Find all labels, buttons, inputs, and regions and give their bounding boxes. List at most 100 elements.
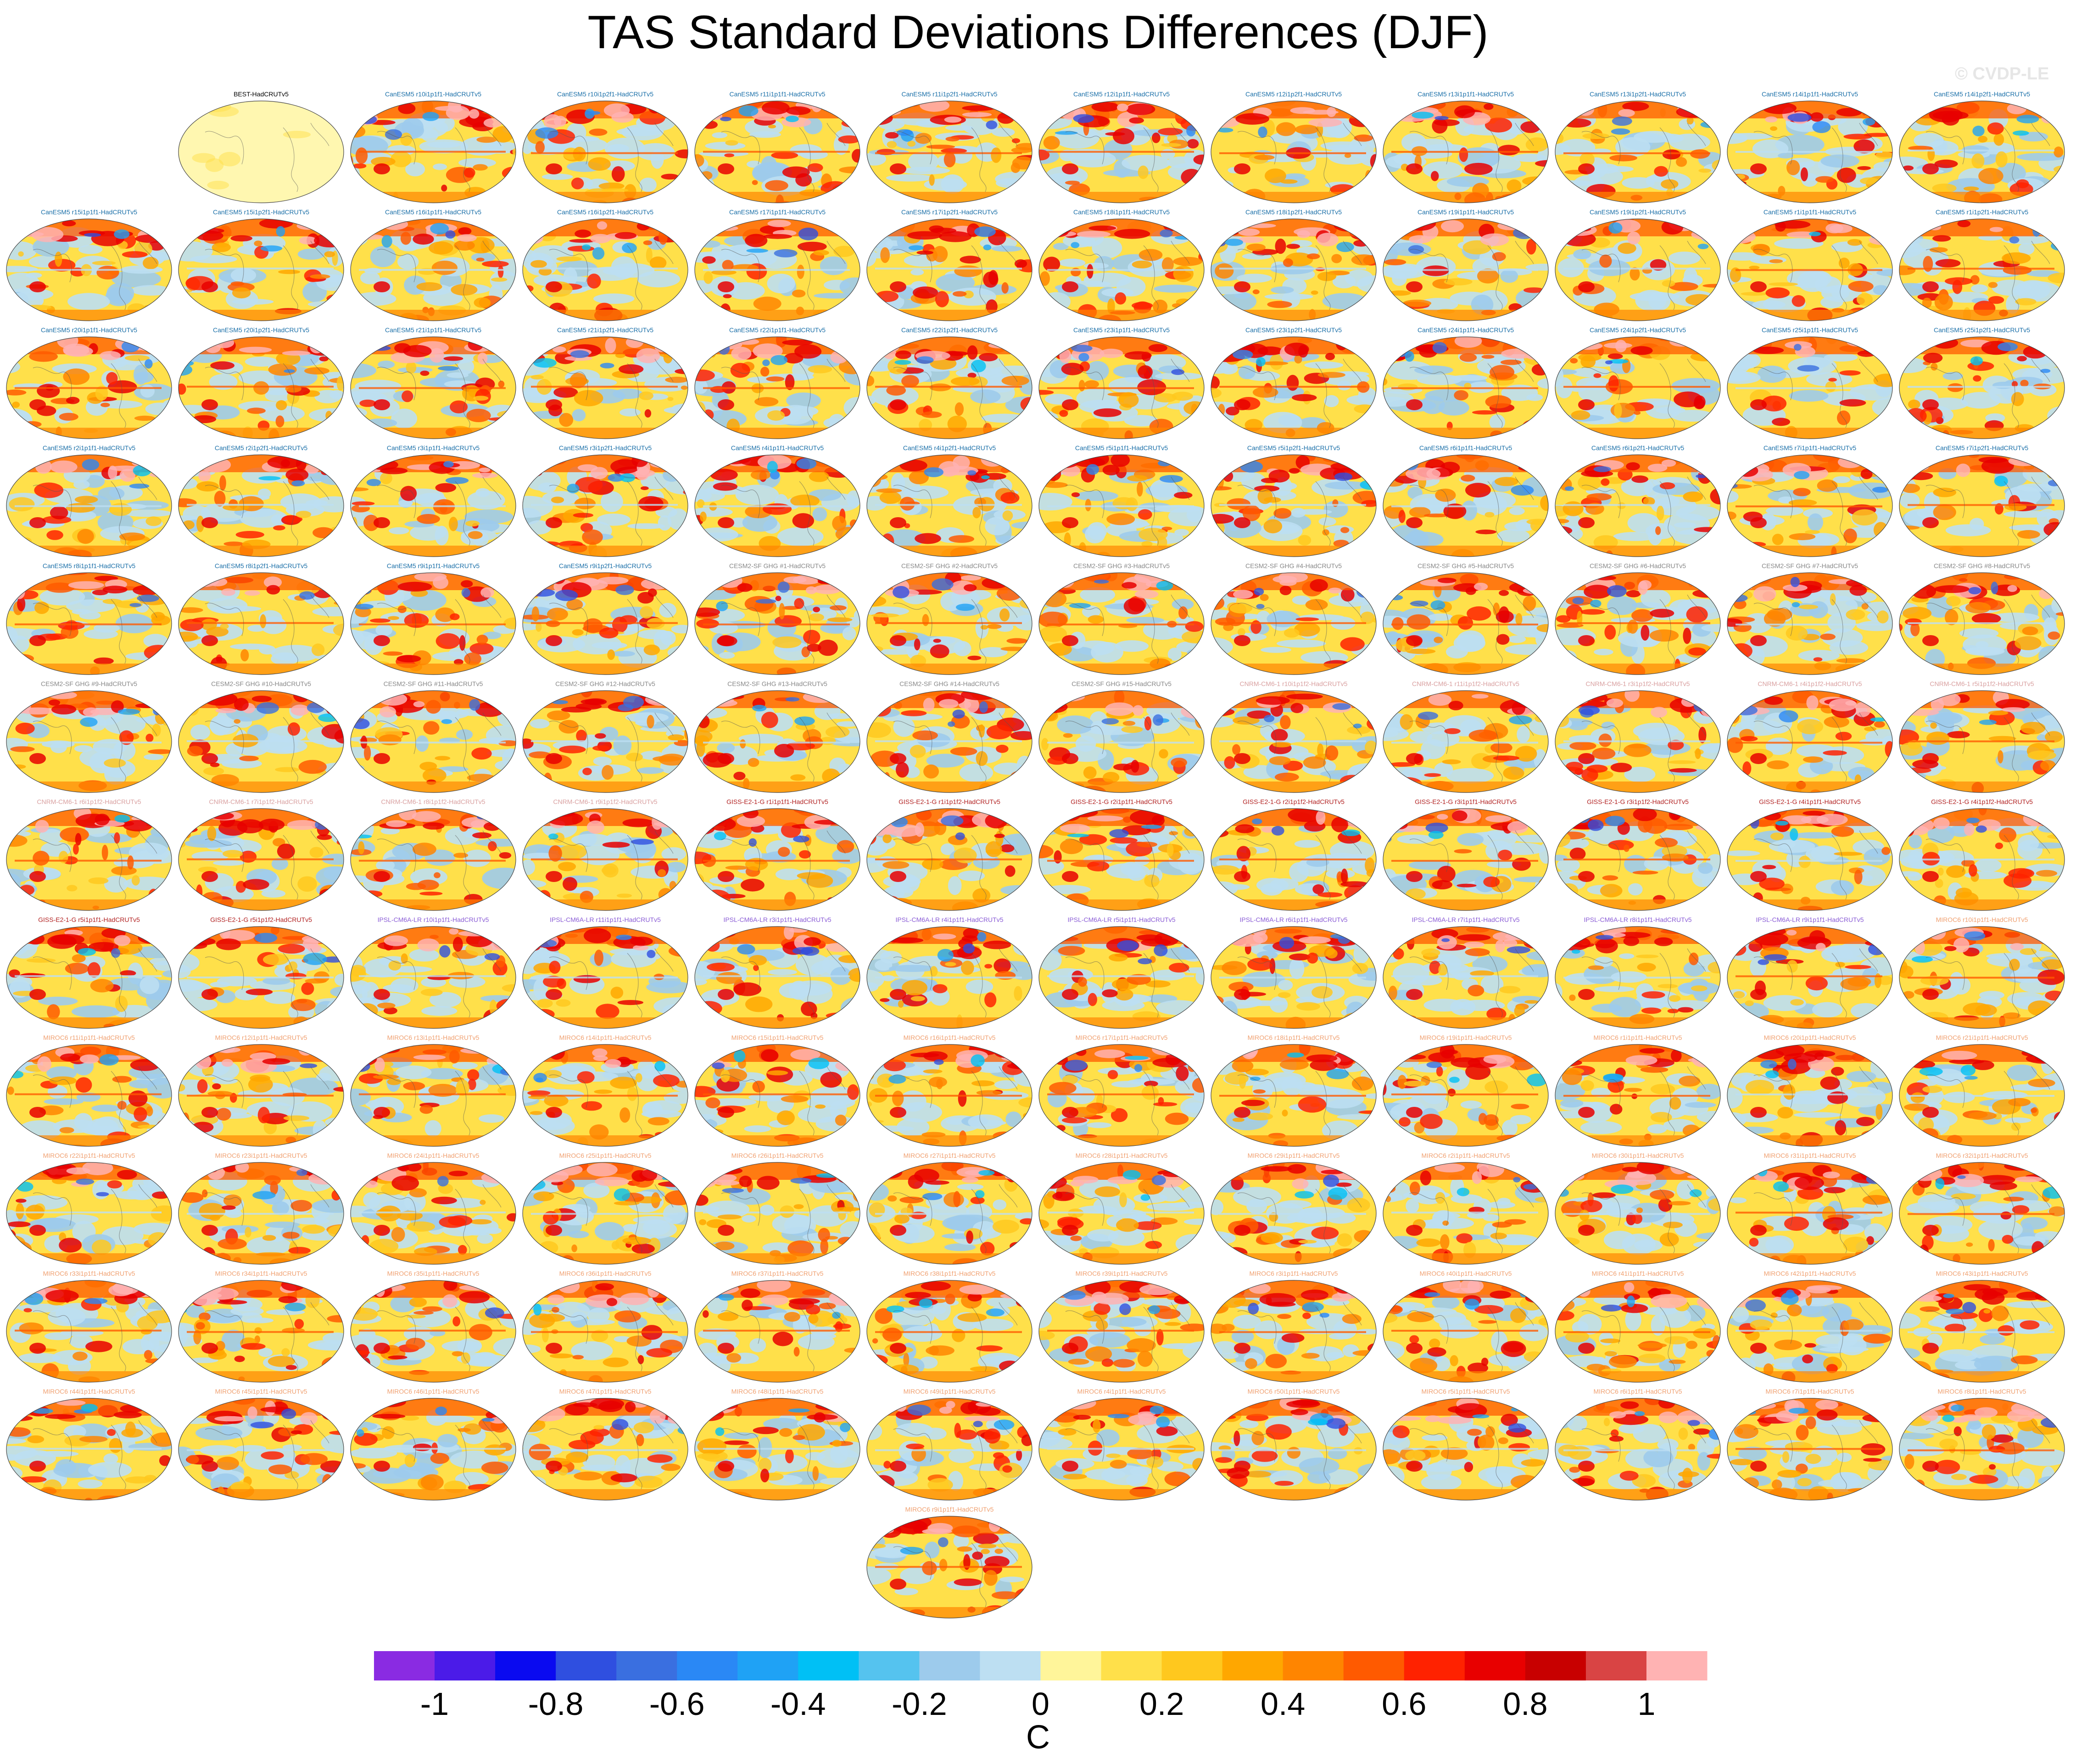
panel-title: GISS-E2-1-G r1i1p1f2-HadCRUTv5 bbox=[898, 798, 1000, 805]
panel-title: IPSL-CM6A-LR r5i1p1f1-HadCRUTv5 bbox=[1067, 916, 1176, 923]
world-map bbox=[350, 218, 516, 321]
world-map bbox=[178, 454, 344, 557]
panel-title: CESM2-SF GHG #1-HadCRUTv5 bbox=[729, 562, 826, 569]
world-map bbox=[1038, 1044, 1205, 1147]
panel-title: CanESM5 r20i1p1f1-HadCRUTv5 bbox=[40, 326, 138, 334]
map-panel: CanESM5 r20i1p2f1-HadCRUTv5 bbox=[176, 326, 346, 441]
colorbar-tick-label: 0.2 bbox=[1139, 1686, 1184, 1722]
colorbar-box bbox=[1222, 1651, 1284, 1680]
map-panel: CanESM5 r16i1p1f1-HadCRUTv5 bbox=[348, 208, 519, 324]
colorbar-box bbox=[1283, 1651, 1344, 1680]
panel-grid: BEST-HadCRUTv5 CanESM5 r10i1p1f1-HadCRUTv… bbox=[4, 90, 2067, 1621]
colorbar-box bbox=[737, 1651, 798, 1680]
map-panel: MIROC6 r32i1p1f1-HadCRUTv5 bbox=[1897, 1151, 2067, 1267]
map-panel: MIROC6 r35i1p1f1-HadCRUTv5 bbox=[348, 1269, 519, 1385]
world-map bbox=[178, 1162, 344, 1265]
map-panel: GISS-E2-1-G r2i1p1f1-HadCRUTv5 bbox=[1036, 798, 1207, 913]
panel-title: GISS-E2-1-G r4i1p1f2-HadCRUTv5 bbox=[1931, 798, 2033, 805]
world-map bbox=[866, 1162, 1032, 1265]
panel-title: MIROC6 r38i1p1f1-HadCRUTv5 bbox=[903, 1270, 996, 1277]
panel-title: GISS-E2-1-G r4i1p1f1-HadCRUTv5 bbox=[1759, 798, 1861, 805]
world-map bbox=[1899, 1398, 2065, 1501]
world-map bbox=[1383, 1162, 1549, 1265]
map-panel: MIROC6 r31i1p1f1-HadCRUTv5 bbox=[1724, 1151, 1895, 1267]
panel-title: IPSL-CM6A-LR r3i1p1f1-HadCRUTv5 bbox=[723, 916, 832, 923]
panel-title: MIROC6 r24i1p1f1-HadCRUTv5 bbox=[387, 1152, 480, 1159]
map-panel: MIROC6 r11i1p1f1-HadCRUTv5 bbox=[4, 1033, 174, 1149]
world-map bbox=[1383, 808, 1549, 911]
panel-title: MIROC6 r42i1p1f1-HadCRUTv5 bbox=[1763, 1270, 1856, 1277]
colorbar-box bbox=[1040, 1651, 1102, 1680]
panel-title: CESM2-SF GHG #2-HadCRUTv5 bbox=[901, 562, 998, 569]
panel-title: CanESM5 r8i1p1f1-HadCRUTv5 bbox=[42, 562, 136, 569]
world-map bbox=[522, 1044, 688, 1147]
panel-title: MIROC6 r30i1p1f1-HadCRUTv5 bbox=[1591, 1152, 1684, 1159]
panel-title: MIROC6 r16i1p1f1-HadCRUTv5 bbox=[903, 1034, 996, 1041]
colorbar-tick-label: -0.8 bbox=[528, 1686, 584, 1722]
colorbar-box bbox=[1525, 1651, 1586, 1680]
map-panel: IPSL-CM6A-LR r9i1p1f1-HadCRUTv5 bbox=[1724, 915, 1895, 1031]
colorbar-box bbox=[1161, 1651, 1223, 1680]
world-map bbox=[178, 808, 344, 911]
map-panel: IPSL-CM6A-LR r3i1p1f1-HadCRUTv5 bbox=[692, 915, 863, 1031]
panel-title: MIROC6 r19i1p1f1-HadCRUTv5 bbox=[1419, 1034, 1512, 1041]
world-map bbox=[1899, 454, 2065, 557]
world-map bbox=[1555, 1398, 1721, 1501]
panel-title: MIROC6 r2i1p1f1-HadCRUTv5 bbox=[1421, 1152, 1510, 1159]
map-panel: MIROC6 r43i1p1f1-HadCRUTv5 bbox=[1897, 1269, 2067, 1385]
panel-title: MIROC6 r23i1p1f1-HadCRUTv5 bbox=[215, 1152, 307, 1159]
map-panel: GISS-E2-1-G r1i1p1f2-HadCRUTv5 bbox=[864, 798, 1035, 913]
world-map bbox=[1555, 572, 1721, 675]
map-panel: CanESM5 r8i1p1f1-HadCRUTv5 bbox=[4, 562, 174, 677]
panel-title: CanESM5 r4i1p1f1-HadCRUTv5 bbox=[731, 444, 824, 452]
panel-title: MIROC6 r43i1p1f1-HadCRUTv5 bbox=[1936, 1270, 2028, 1277]
panel-title: CanESM5 r13i1p1f1-HadCRUTv5 bbox=[1417, 90, 1514, 98]
world-map bbox=[1727, 336, 1893, 439]
world-map bbox=[1038, 1280, 1205, 1383]
map-panel: CESM2-SF GHG #9-HadCRUTv5 bbox=[4, 680, 174, 795]
map-panel: CanESM5 r19i1p2f1-HadCRUTv5 bbox=[1552, 208, 1723, 324]
panel-title: IPSL-CM6A-LR r11i1p1f1-HadCRUTv5 bbox=[550, 916, 661, 923]
world-map bbox=[350, 808, 516, 911]
panel-title: MIROC6 r3i1p1f1-HadCRUTv5 bbox=[1249, 1270, 1338, 1277]
world-map bbox=[1555, 1162, 1721, 1265]
panel-title: CanESM5 r12i1p2f1-HadCRUTv5 bbox=[1245, 90, 1342, 98]
map-panel: CanESM5 r18i1p2f1-HadCRUTv5 bbox=[1208, 208, 1379, 324]
map-panel: MIROC6 r33i1p1f1-HadCRUTv5 bbox=[4, 1269, 174, 1385]
world-map bbox=[1727, 100, 1893, 203]
colorbar-box bbox=[1585, 1651, 1647, 1680]
panel-title: CanESM5 r21i1p1f1-HadCRUTv5 bbox=[385, 326, 482, 334]
world-map bbox=[522, 1162, 688, 1265]
map-panel: IPSL-CM6A-LR r10i1p1f1-HadCRUTv5 bbox=[348, 915, 519, 1031]
world-map bbox=[6, 572, 172, 675]
map-panel: MIROC6 r36i1p1f1-HadCRUTv5 bbox=[520, 1269, 691, 1385]
map-panel: CESM2-SF GHG #12-HadCRUTv5 bbox=[520, 680, 691, 795]
panel-title: CanESM5 r23i1p2f1-HadCRUTv5 bbox=[1245, 326, 1342, 334]
panel-title: CNRM-CM6-1 r10i1p1f2-HadCRUTv5 bbox=[1239, 680, 1348, 687]
panel-title: GISS-E2-1-G r5i1p1f1-HadCRUTv5 bbox=[38, 916, 140, 923]
world-map bbox=[1727, 1398, 1893, 1501]
panel-title: CanESM5 r19i1p1f1-HadCRUTv5 bbox=[1417, 208, 1514, 216]
world-map bbox=[866, 1516, 1032, 1619]
map-panel: CanESM5 r17i1p2f1-HadCRUTv5 bbox=[864, 208, 1035, 324]
panel-title: MIROC6 r13i1p1f1-HadCRUTv5 bbox=[387, 1034, 480, 1041]
map-panel: CanESM5 r15i1p1f1-HadCRUTv5 bbox=[4, 208, 174, 324]
panel-title: CanESM5 r25i1p2f1-HadCRUTv5 bbox=[1933, 326, 2031, 334]
world-map bbox=[178, 336, 344, 439]
world-map bbox=[1555, 926, 1721, 1029]
world-map bbox=[694, 218, 860, 321]
world-map bbox=[178, 1044, 344, 1147]
map-panel: CESM2-SF GHG #8-HadCRUTv5 bbox=[1897, 562, 2067, 677]
world-map bbox=[522, 100, 688, 203]
panel-title: CESM2-SF GHG #11-HadCRUTv5 bbox=[383, 680, 483, 687]
panel-title: MIROC6 r48i1p1f1-HadCRUTv5 bbox=[731, 1388, 824, 1395]
world-map bbox=[694, 690, 860, 793]
panel-title: MIROC6 r20i1p1f1-HadCRUTv5 bbox=[1763, 1034, 1856, 1041]
panel-title: CanESM5 r5i1p2f1-HadCRUTv5 bbox=[1247, 444, 1340, 452]
world-map bbox=[6, 926, 172, 1029]
map-panel: MIROC6 r9i1p1f1-HadCRUTv5 bbox=[864, 1505, 1035, 1621]
panel-title: CanESM5 r3i1p1f1-HadCRUTv5 bbox=[386, 444, 480, 452]
panel-title: MIROC6 r32i1p1f1-HadCRUTv5 bbox=[1936, 1152, 2028, 1159]
map-panel: CanESM5 r7i1p1f1-HadCRUTv5 bbox=[1724, 444, 1895, 559]
map-panel: IPSL-CM6A-LR r6i1p1f1-HadCRUTv5 bbox=[1208, 915, 1379, 1031]
